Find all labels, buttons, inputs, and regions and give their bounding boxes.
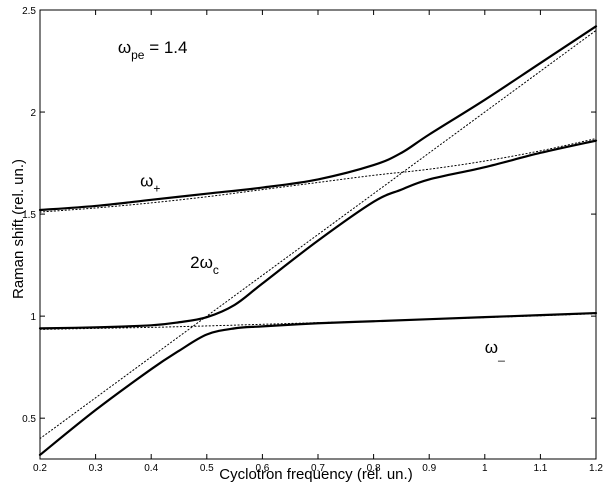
y-tick-label: 2.5 xyxy=(22,6,36,17)
annotations: ωpe = 1.4 ω+ 2ωc ω_ xyxy=(118,38,505,362)
y-tick-label: 1.5 xyxy=(22,210,36,221)
x-tick-label: 0.9 xyxy=(422,463,436,474)
x-tick-label: 0.8 xyxy=(367,463,381,474)
x-axis-label: Cyclotron frequency (rel. un.) xyxy=(219,466,412,483)
x-tick-label: 0.3 xyxy=(89,463,103,474)
x-tick-label: 1.1 xyxy=(533,463,547,474)
solid-curve-1 xyxy=(38,25,598,212)
annotation-2: ω+ xyxy=(140,172,160,196)
y-axis: 0.5 1 1.5 2 2.5 xyxy=(22,6,596,425)
dotted-line-5 xyxy=(39,138,597,213)
solid-curve-3 xyxy=(38,311,598,457)
x-tick-label: 1 xyxy=(482,463,488,474)
dotted-line-6 xyxy=(39,313,597,330)
x-tick-label: 0.2 xyxy=(33,463,47,474)
x-tick-label: 0.7 xyxy=(311,463,325,474)
x-tick-label: 1.2 xyxy=(589,463,603,474)
series-layer xyxy=(38,25,598,457)
x-tick-label: 0.4 xyxy=(144,463,158,474)
y-axis-label: Raman shift (rel. un.) xyxy=(10,159,27,299)
x-axis: 0.2 0.3 0.4 0.5 0.6 0.7 0.8 0.9 1 1.1 1.2 xyxy=(33,10,603,474)
annotation-3: 2ωc xyxy=(190,253,219,277)
x-tick-label: 0.6 xyxy=(255,463,269,474)
y-tick-label: 2 xyxy=(30,108,36,119)
annotation-1: ωpe = 1.4 xyxy=(118,38,188,62)
dotted-line-4 xyxy=(39,29,597,440)
solid-curve-2 xyxy=(38,139,598,330)
y-tick-label: 0.5 xyxy=(22,414,36,425)
x-tick-label: 0.5 xyxy=(200,463,214,474)
y-tick-label: 1 xyxy=(30,312,36,323)
annotation-4: ω_ xyxy=(485,338,505,362)
